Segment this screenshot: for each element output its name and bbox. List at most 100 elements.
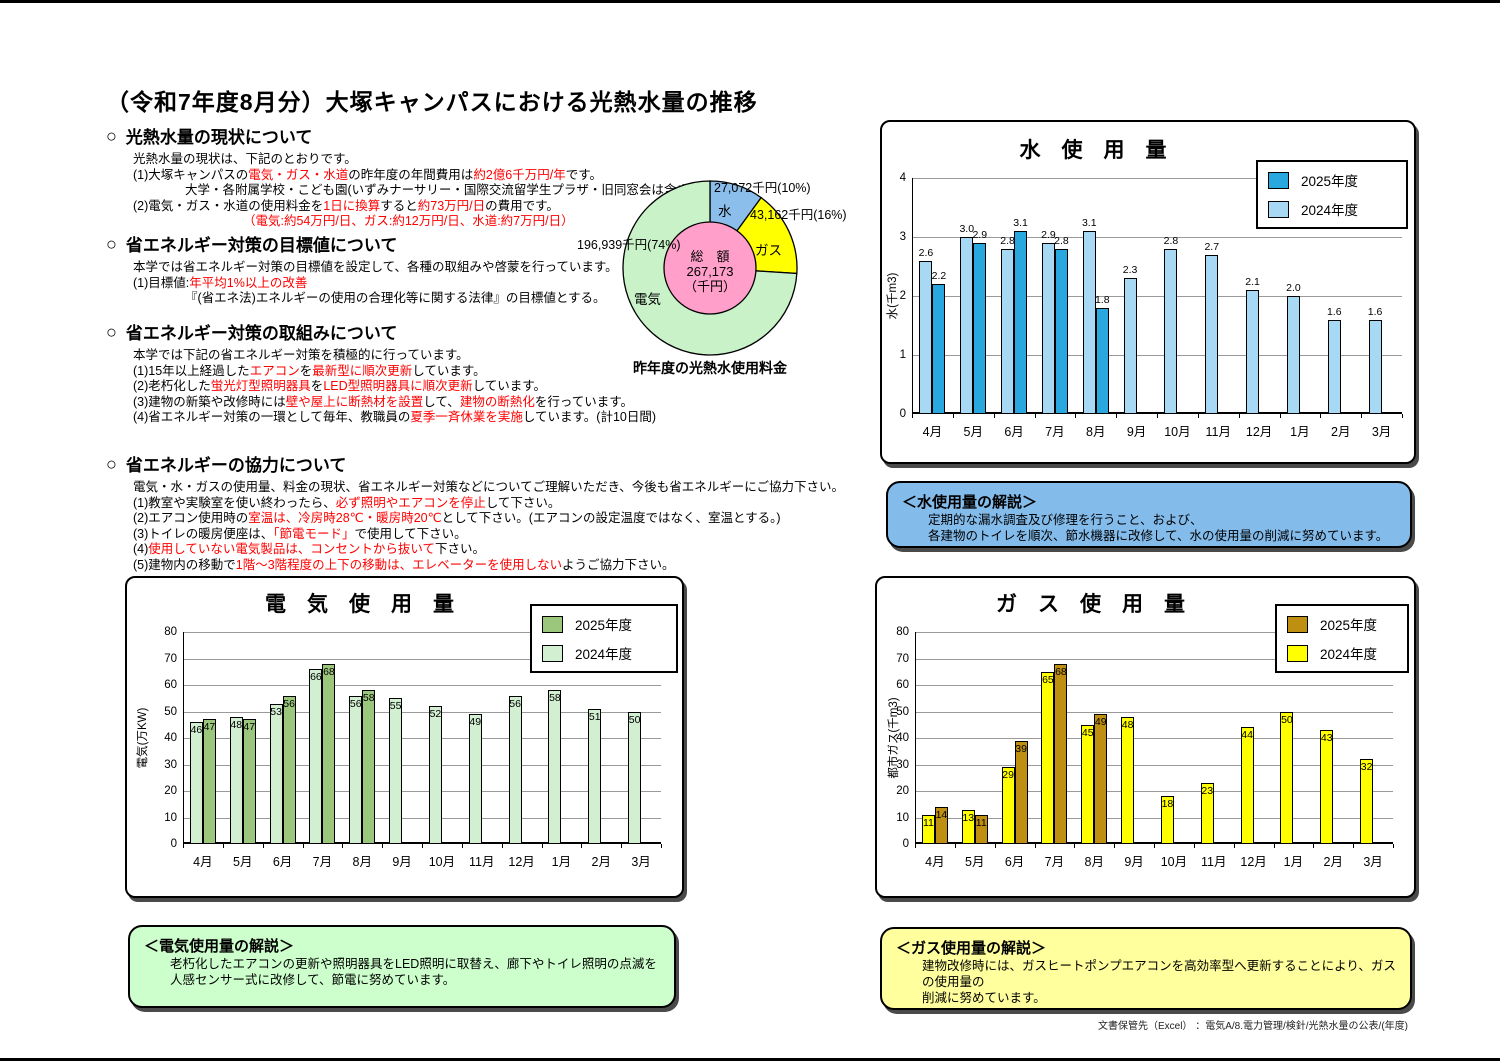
bar-value-label: 2.9 [1041,228,1056,241]
bar-value-label: 50 [628,713,641,726]
legend-swatch [1268,200,1289,218]
x-tick [954,844,956,848]
section-heading-text: 省エネルギーの協力について [125,456,347,475]
y-tick-label: 10 [164,811,177,824]
bar-2024年度-3月 [1368,319,1382,414]
x-tick [912,414,913,418]
legend-item: 2024年度 [542,643,666,663]
bar-value-label: 68 [1055,665,1067,678]
bar-value-label: 13 [962,811,975,824]
x-tick [262,844,264,848]
y-tick-label: 40 [896,732,909,744]
x-tick [1116,414,1118,418]
gridline [915,658,1393,660]
bar-value-label: 2.9 [972,228,988,241]
bar-2025年度-8月 [1094,714,1108,844]
bar-2024年度-9月 [1121,716,1135,844]
bar-2024年度-8月 [1081,724,1095,844]
bar-2024年度-11月 [1205,254,1219,414]
gridline [183,817,661,819]
gridline [183,685,661,686]
bar-2024年度-8月 [1082,231,1096,414]
highlighted-text: 最新型に順次更新 [312,363,413,378]
x-tick [1075,414,1077,418]
bar-value-label: 2.0 [1286,282,1301,294]
x-category-label: 8月 [1086,425,1106,439]
electricity-usage-chart: 電 気 使 用 量電気(万KW) 0 10 20 30 40 50 60 70 80 4月 46 47 5… [125,576,684,898]
y-tick-label: 1 [899,349,906,361]
x-tick [1279,414,1281,418]
y-tick-label: 70 [164,652,177,665]
x-category-label: 3月 [631,855,651,869]
gas-explanation-box: ＜ガス使用量の解説＞ 建物改修時には、ガスヒートポンプエアコンを高効率型へ更新す… [880,927,1412,1010]
bar-value-label: 1.6 [1367,305,1383,318]
pie-center-circle [663,221,757,315]
bar-value-label: 52 [429,708,442,721]
x-category-label: 8月 [1084,855,1104,869]
gridline [912,178,1402,179]
highlighted-text: （電気:約54万円/日、ガス:約12万円/日、水道:約7万円/日） [243,214,574,229]
section-line: (1)大塚キャンパスの電気・ガス・水道の昨年度の年間費用は約2億6千万円/年です… [133,168,846,184]
bar-value-label: 49 [469,716,482,729]
bar-value-label: 56 [509,697,521,710]
body-text: (1)目標値: [133,275,190,290]
chart-legend: 2025年度 2024年度 [1275,604,1409,673]
electricity-explanation-title: ＜電気使用量の解説＞ [144,938,295,955]
x-tick [1074,844,1076,848]
chart-title: 電 気 使 用 量 [265,593,454,616]
highlighted-text: 電気・ガス・水道 [248,167,349,182]
body-text: 電気・水・ガスの使用量、料金の現状、省エネルギー対策などについてご理解いただき、… [133,480,845,494]
bar-value-label: 18 [1161,798,1174,811]
bar-value-label: 1.6 [1326,305,1342,318]
gridline [915,817,1393,819]
body-text: して下さい。 [485,495,561,510]
section-body: 光熱水量の現状は、下記のとおりです。 (1)大塚キャンパスの電気・ガス・水道の昨年… [133,152,846,230]
legend-label: 2024年度 [1320,647,1378,662]
legend-label: 2024年度 [575,647,633,662]
body-text: (5)建物内の移動で [133,557,236,572]
section-line: (4)使用していない電気製品は、コンセントから抜いて下さい。 [133,542,846,558]
body-text: の費用です。 [485,198,559,213]
bar-2025年度-8月 [1095,307,1109,414]
gridline [183,738,661,739]
y-tick-label: 3 [899,231,906,243]
legend-swatch [542,615,563,633]
x-category-label: 6月 [272,855,293,869]
x-category-label: 2月 [591,855,611,869]
x-category-label: 10月 [1160,855,1188,869]
body-text: 下さい。 [435,542,486,557]
legend-label: 2025年度 [1320,618,1378,633]
body-text: (1)教室や実験室を使い終わったら、 [133,495,336,510]
water-explanation-line: 各建物のトイレを順次、節水機器に改修して、水の使用量の削減に努めています。 [928,529,1389,543]
x-tick [342,844,344,848]
section-heading: ○ 省エネルギー対策の取組みについて [106,319,846,344]
bar-2024年度-9月 [1123,278,1137,414]
gridline [915,711,1393,713]
bar-2024年度-4月 [919,260,933,414]
pie-center-label: 総 額 267,173 （千円） [650,249,770,294]
plot-area: 0 10 20 30 40 50 60 70 80 4月 46 47 5月 48 47 6月 53 56 7月 66 6… [164,626,662,869]
x-tick [1402,414,1403,418]
x-tick [302,844,304,848]
electricity-explanation-box: ＜電気使用量の解説＞ 老朽化したエアコンの更新や照明器具をLED照明に取替え、廊… [128,925,676,1008]
x-category-label: 5月 [233,855,253,869]
water-explanation-line: 定期的な漏水調査及び修理を行うこと、および、 [928,513,1203,527]
section-heading-text: 光熱水量の現状について [125,128,313,147]
x-tick [501,844,503,848]
x-tick [661,844,662,848]
highlighted-text: 必ず照明やエアコンを停止 [335,495,486,510]
bar-value-label: 11 [922,816,934,829]
body-text: を [310,379,324,394]
legend-item: 2025年度 [1287,614,1397,634]
body-text: して、 [423,394,460,409]
gridline [915,738,1393,739]
y-tick-label: 30 [164,758,177,771]
highlighted-text: 約73万円/日 [417,198,486,213]
section-line: 電気・水・ガスの使用量、料金の現状、省エネルギー対策などについてご理解いただき、… [133,480,846,496]
bar-2025年度-5月 [974,814,988,844]
gas-explanation-title: ＜ガス使用量の解説＞ [896,940,1047,957]
chart-legend: 2025年度 2024年度 [530,604,678,673]
bar-value-label: 3.1 [1013,217,1028,230]
gridline [912,296,1402,297]
